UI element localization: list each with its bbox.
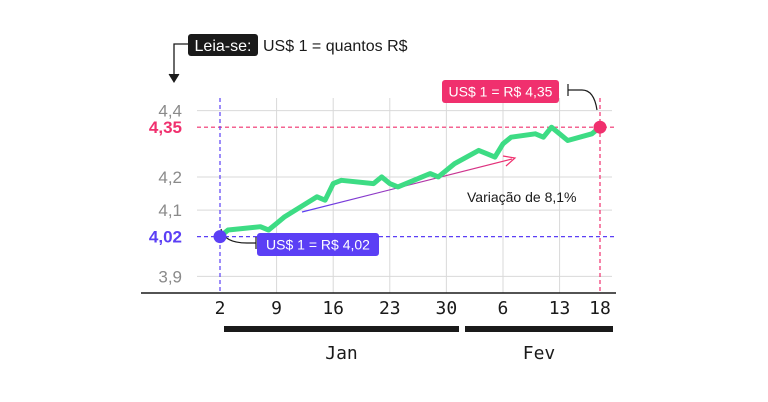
x-tick-label: 23: [379, 298, 401, 319]
x-tick-label: 9: [271, 298, 282, 319]
reading-hint-arrow-head: [168, 73, 180, 83]
start-callout: US$ 1 = R$ 4,02: [257, 233, 379, 256]
reading-hint-arrow: [173, 43, 188, 80]
reading-hint-prefix: Leia-se:: [195, 38, 252, 55]
y-tick-label: 3,9: [158, 267, 182, 286]
x-tick-label: 2: [215, 298, 226, 319]
month-band-bar: [465, 326, 613, 332]
reading-hint-badge: [188, 34, 258, 56]
end-callout: US$ 1 = R$ 4,35: [442, 80, 559, 103]
y-tick-label: 4,2: [158, 168, 182, 187]
y-tick-labels: 3,9 4,02 4,1 4,2 4,354,4: [149, 102, 182, 287]
y-tick-label: 4,02: [149, 228, 182, 247]
x-tick-label: 16: [322, 298, 344, 319]
x-tick-labels: 2 9 16 23 30 6 13 18: [215, 298, 611, 319]
reading-hint-text: US$ 1 = quantos R$: [263, 38, 408, 55]
y-tick-label: 4,4: [158, 102, 182, 121]
trend-arrow-head: [502, 155, 517, 167]
start-callout-text: US$ 1 = R$ 4,02: [266, 237, 370, 253]
month-label: Jan: [325, 343, 358, 364]
x-tick-label: 13: [549, 298, 571, 319]
end-callout-connector: [567, 84, 598, 111]
guide-lines: [197, 98, 614, 293]
start-callout-box: [257, 233, 379, 256]
x-tick-label: 30: [436, 298, 458, 319]
series-line: [217, 124, 603, 240]
y-tick-label: 4,1: [158, 201, 182, 220]
x-tick-label: 6: [498, 298, 509, 319]
reading-hint: Leia-se: US$ 1 = quantos R$: [168, 34, 408, 83]
variation-label: Variação de 8,1%: [467, 189, 576, 205]
endpoint-markers: [213, 120, 607, 244]
y-tick-label: 4,35: [149, 118, 182, 137]
x-tick-label: 18: [589, 298, 611, 319]
end-point-marker: [593, 120, 607, 134]
grid-lines: [197, 98, 612, 293]
end-callout-text: US$ 1 = R$ 4,35: [449, 84, 553, 100]
month-label: Fev: [523, 343, 556, 364]
month-band-bar: [224, 326, 459, 332]
month-bands: Jan Fev: [224, 326, 613, 364]
series-polyline: [217, 124, 603, 240]
start-point-marker: [213, 230, 227, 244]
end-callout-box: [442, 80, 559, 103]
